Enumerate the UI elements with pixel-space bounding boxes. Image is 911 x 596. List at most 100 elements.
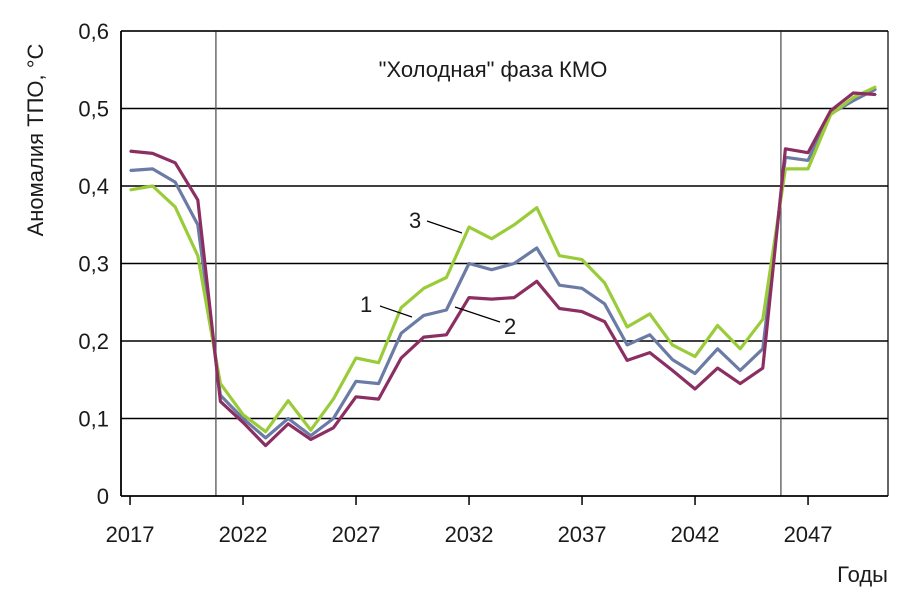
leader-line-2 <box>454 306 501 323</box>
data-point-2 <box>174 161 177 164</box>
data-point-1 <box>377 382 380 385</box>
series-label-3: 3 <box>409 208 421 233</box>
x-tick-label: 2037 <box>558 522 607 547</box>
data-point-3 <box>513 223 516 226</box>
data-point-2 <box>151 152 154 155</box>
data-point-2 <box>807 151 809 154</box>
x-axis-label: Годы <box>837 562 888 587</box>
data-point-2 <box>332 427 335 429</box>
data-point-2 <box>649 351 651 354</box>
data-point-3 <box>762 318 764 321</box>
data-point-3 <box>468 226 470 228</box>
data-point-3 <box>536 206 538 209</box>
data-point-2 <box>536 280 538 283</box>
y-tick-label: 0 <box>97 484 109 509</box>
series-line-2 <box>129 91 876 448</box>
annotations: "Холодная" фаза КМО 1 2 3 <box>360 57 607 339</box>
data-point-1 <box>264 437 267 439</box>
data-point-2 <box>219 400 222 403</box>
data-point-3 <box>355 357 357 359</box>
data-point-1 <box>694 372 696 375</box>
data-point-2 <box>445 334 448 336</box>
data-point-3 <box>671 344 674 346</box>
data-point-2 <box>558 307 561 310</box>
data-point-1 <box>355 380 357 383</box>
series-label-2: 2 <box>504 314 516 339</box>
data-point-2 <box>468 296 470 299</box>
data-point-3 <box>807 168 809 170</box>
data-point-2 <box>129 150 131 152</box>
data-point-3 <box>197 254 199 257</box>
data-point-1 <box>445 309 448 311</box>
data-point-2 <box>513 296 516 299</box>
data-point-2 <box>310 438 312 441</box>
series-label-1: 1 <box>360 292 372 317</box>
data-point-1 <box>852 99 855 102</box>
series-lines <box>129 85 877 448</box>
data-point-3 <box>490 237 493 240</box>
y-tick-labels: 0 0,1 0,2 0,3 0,4 0,5 0,6 <box>78 19 109 509</box>
data-point-2 <box>264 444 267 447</box>
y-tick-label: 0,5 <box>78 97 109 122</box>
data-point-2 <box>716 367 719 369</box>
data-point-3 <box>264 430 267 433</box>
data-point-3 <box>649 313 651 315</box>
series-line-1 <box>129 87 877 440</box>
data-point-1 <box>716 347 719 350</box>
data-point-1 <box>626 344 629 346</box>
data-point-3 <box>739 347 742 350</box>
data-point-3 <box>151 185 154 187</box>
data-point-3 <box>423 287 425 290</box>
data-point-3 <box>875 86 877 88</box>
data-point-1 <box>739 369 742 372</box>
data-point-1 <box>310 434 312 437</box>
data-point-1 <box>174 181 177 183</box>
x-tick-label: 2027 <box>332 522 381 547</box>
data-point-3 <box>310 429 312 431</box>
leader-line-3 <box>426 220 463 234</box>
x-tick-label: 2047 <box>784 522 833 547</box>
data-point-3 <box>716 324 719 327</box>
data-point-3 <box>581 258 583 261</box>
data-point-3 <box>377 361 380 364</box>
y-tick-label: 0,2 <box>78 329 109 354</box>
data-point-2 <box>784 148 787 150</box>
x-tick-labels: 2017 2022 2027 2032 2037 2042 2047 <box>106 522 833 547</box>
data-point-2 <box>603 320 606 323</box>
data-point-2 <box>852 92 855 94</box>
x-tick-label: 2032 <box>445 522 494 547</box>
plot-frame <box>120 30 889 505</box>
data-point-1 <box>197 223 199 226</box>
data-point-3 <box>558 254 561 257</box>
data-point-1 <box>807 159 809 162</box>
data-point-3 <box>694 355 696 358</box>
y-axis-label: Аномалия ТПО, °С <box>23 43 48 236</box>
data-point-1 <box>603 303 606 305</box>
data-point-3 <box>603 282 606 284</box>
data-point-2 <box>739 382 742 385</box>
data-point-3 <box>174 206 177 208</box>
data-point-1 <box>423 314 425 317</box>
data-point-2 <box>490 298 493 300</box>
data-point-2 <box>581 310 583 313</box>
data-point-1 <box>332 417 335 420</box>
x-tick-label: 2017 <box>106 522 155 547</box>
phase-annotation: "Холодная" фаза КМО <box>379 57 608 82</box>
data-point-3 <box>400 306 403 309</box>
data-point-1 <box>513 262 516 265</box>
data-point-2 <box>762 367 764 369</box>
phase-lines <box>215 31 782 496</box>
data-point-3 <box>445 276 448 279</box>
data-point-1 <box>581 287 583 290</box>
data-point-1 <box>242 417 244 420</box>
data-point-3 <box>332 398 335 400</box>
data-point-2 <box>287 423 290 425</box>
data-point-1 <box>490 268 493 271</box>
data-point-2 <box>197 199 199 201</box>
leader-line-1 <box>379 305 413 318</box>
data-point-2 <box>671 369 674 372</box>
data-point-1 <box>287 417 290 420</box>
x-tick-label: 2042 <box>671 522 720 547</box>
data-point-1 <box>536 247 538 249</box>
